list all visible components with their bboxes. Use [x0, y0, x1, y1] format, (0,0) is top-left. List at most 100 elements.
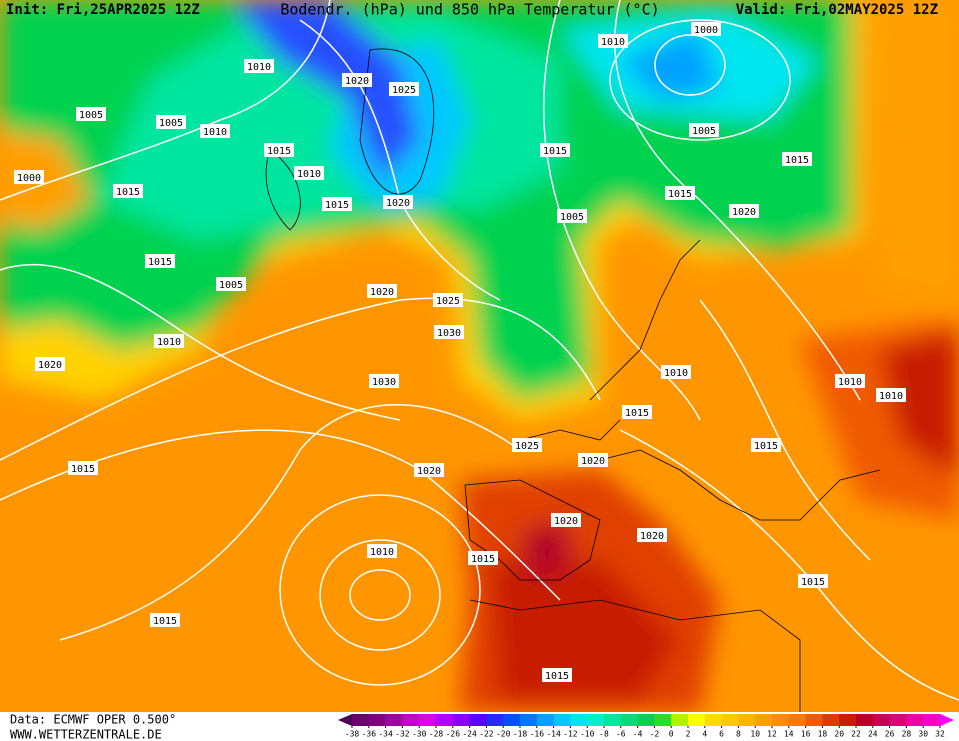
colorbar-tick-label: -28	[429, 730, 444, 739]
colorbar-tick-label: -20	[496, 730, 511, 739]
isobar-label-box	[68, 461, 98, 475]
colorbar-swatch	[452, 714, 471, 726]
colorbar-swatch	[402, 714, 420, 726]
isobar-label-box	[414, 463, 444, 477]
colorbar-tick-label: -4	[633, 730, 643, 739]
isobar-labels: 1010 1010 1000 1020 1025 1005 1005 1010 1015 1015…	[14, 22, 906, 682]
isobar-label: 1010	[297, 169, 321, 180]
init-time: Init: Fri,25APR2025 12Z	[6, 2, 200, 18]
colorbar-tick-label: -38	[345, 730, 360, 739]
colorbar-tick-label: -6	[616, 730, 626, 739]
colorbar-tick-label: -26	[446, 730, 461, 739]
map-title: Bodendr. (hPa) und 850 hPa Temperatur (°…	[280, 1, 659, 19]
colorbar-tick-label: 10	[750, 730, 760, 739]
colorbar-swatch	[755, 714, 773, 726]
colorbar-swatch	[486, 714, 504, 726]
colorbar-tick-label: -16	[530, 730, 545, 739]
isobar-label-box	[383, 195, 413, 209]
isobar-label: 1015	[116, 187, 140, 198]
colorbar-swatch	[721, 714, 739, 726]
colorbar-swatch	[570, 714, 588, 726]
isobar-label: 1010	[157, 337, 181, 348]
isobar-label-box	[434, 325, 464, 339]
isobar-label-box	[835, 374, 865, 388]
isobar-label: 1010	[664, 368, 688, 379]
isobar-label: 1005	[79, 110, 103, 121]
isobar-label: 1015	[148, 257, 172, 268]
isobar-label: 1020	[581, 456, 605, 467]
colorbar-swatch	[872, 714, 891, 726]
colorbar-swatch	[923, 714, 941, 726]
isobar-label: 1020	[640, 531, 664, 542]
colorbar-arrow	[338, 714, 352, 726]
isobar-label-box	[369, 374, 399, 388]
isobar-label-box	[264, 143, 294, 157]
isobar-label: 1015	[267, 146, 291, 157]
isobar-label-box	[145, 254, 175, 268]
isobar-label-box	[876, 388, 906, 402]
colorbar-swatch	[419, 714, 437, 726]
isobar-label: 1015	[71, 464, 95, 475]
isobar-label-box	[661, 365, 691, 379]
isobar-label-box	[14, 170, 44, 184]
isobar-label: 1020	[345, 76, 369, 87]
isobar-label-box	[689, 123, 719, 137]
colorbar-tick-label: -22	[479, 730, 494, 739]
isobar-label-box	[216, 277, 246, 291]
isobar-label-box	[150, 613, 180, 627]
colorbar-tick-label: 24	[868, 730, 878, 739]
isobar-label: 1005	[692, 126, 716, 137]
isobar-label-box	[637, 528, 667, 542]
colorbar-tick-label: -12	[563, 730, 578, 739]
isobar-label-box	[542, 668, 572, 682]
isobar-label-box	[113, 184, 143, 198]
isobar-label-box	[468, 551, 498, 565]
colorbar-tick-label: 20	[834, 730, 844, 739]
colorbar-swatch	[637, 714, 655, 726]
colorbar-tick-label: -8	[599, 730, 609, 739]
colorbar-tick-label: -2	[650, 730, 660, 739]
colorbar-tick-label: 18	[818, 730, 828, 739]
isobar-label: 1015	[153, 616, 177, 627]
isobar-label-box	[751, 438, 781, 452]
data-source: Data: ECMWF OPER 0.500°	[10, 713, 176, 727]
isobar-label: 1010	[879, 391, 903, 402]
isobar-label: 1000	[694, 25, 718, 36]
colorbar-tick-label: 4	[702, 730, 707, 739]
valid-time: Valid: Fri,02MAY2025 12Z	[736, 2, 938, 18]
colorbar-swatch	[536, 714, 555, 726]
colorbar-swatch	[604, 714, 622, 726]
colorbar-tick-label: 12	[767, 730, 777, 739]
isobar-label: 1010	[203, 127, 227, 138]
colorbar-tick-label: -32	[395, 730, 410, 739]
isobar-label: 1030	[372, 377, 396, 388]
colorbar-tick-label: 16	[801, 730, 811, 739]
colorbar-swatch	[788, 714, 807, 726]
colorbar-swatch	[587, 714, 605, 726]
isobar-label-box	[540, 143, 570, 157]
colorbar-swatch	[520, 714, 538, 726]
isobar-label: 1015	[543, 146, 567, 157]
isobar-label-box	[578, 453, 608, 467]
isobar-label-box	[367, 544, 397, 558]
colorbar-tick-label: -18	[513, 730, 528, 739]
colorbar-swatch	[671, 714, 689, 726]
isobar-label-box	[200, 124, 230, 138]
colorbar-swatch	[688, 714, 706, 726]
isobar-label-box	[76, 107, 106, 121]
isobar-label-box	[35, 357, 65, 371]
isobar-label: 1010	[247, 62, 271, 73]
colorbar-swatch	[704, 714, 723, 726]
colorbar-arrow	[940, 714, 954, 726]
colorbar-tick-label: -30	[412, 730, 427, 739]
colorbar-tick-label: 14	[784, 730, 794, 739]
isobar-label: 1020	[554, 516, 578, 527]
colorbar-swatch	[620, 714, 639, 726]
isobar-label-box	[342, 73, 372, 87]
colorbar-swatch	[503, 714, 521, 726]
isobar-label: 1015	[471, 554, 495, 565]
isobar-label: 1015	[801, 577, 825, 588]
isobar-label: 1020	[38, 360, 62, 371]
